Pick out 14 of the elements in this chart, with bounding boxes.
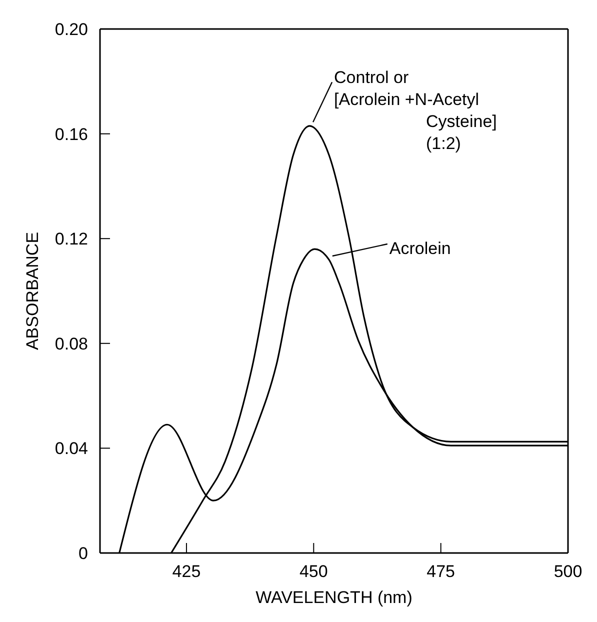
- legend-label: Control or [Acrolein +N-Acetyl Cysteine] (1:2): [334, 68, 497, 154]
- y-tick-label: 0.08: [54, 334, 88, 354]
- y-tick-label: 0.20: [54, 20, 88, 40]
- y-tick-label: 0: [78, 544, 88, 564]
- y-tick-label: 0.12: [54, 230, 88, 249]
- x-tick-label: 500: [554, 562, 582, 582]
- y-axis-title: ABSORBANCE: [23, 232, 42, 350]
- x-tick-label: 475: [426, 562, 456, 582]
- y-tick-label: 0.04: [54, 439, 88, 458]
- x-axis-title: WAVELENGTH (nm): [256, 588, 412, 607]
- x-tick-label: 450: [299, 562, 328, 582]
- x-tick-label: 425: [172, 562, 201, 582]
- legend-label: Acrolein: [389, 239, 451, 258]
- y-tick-label: 0.16: [54, 124, 88, 144]
